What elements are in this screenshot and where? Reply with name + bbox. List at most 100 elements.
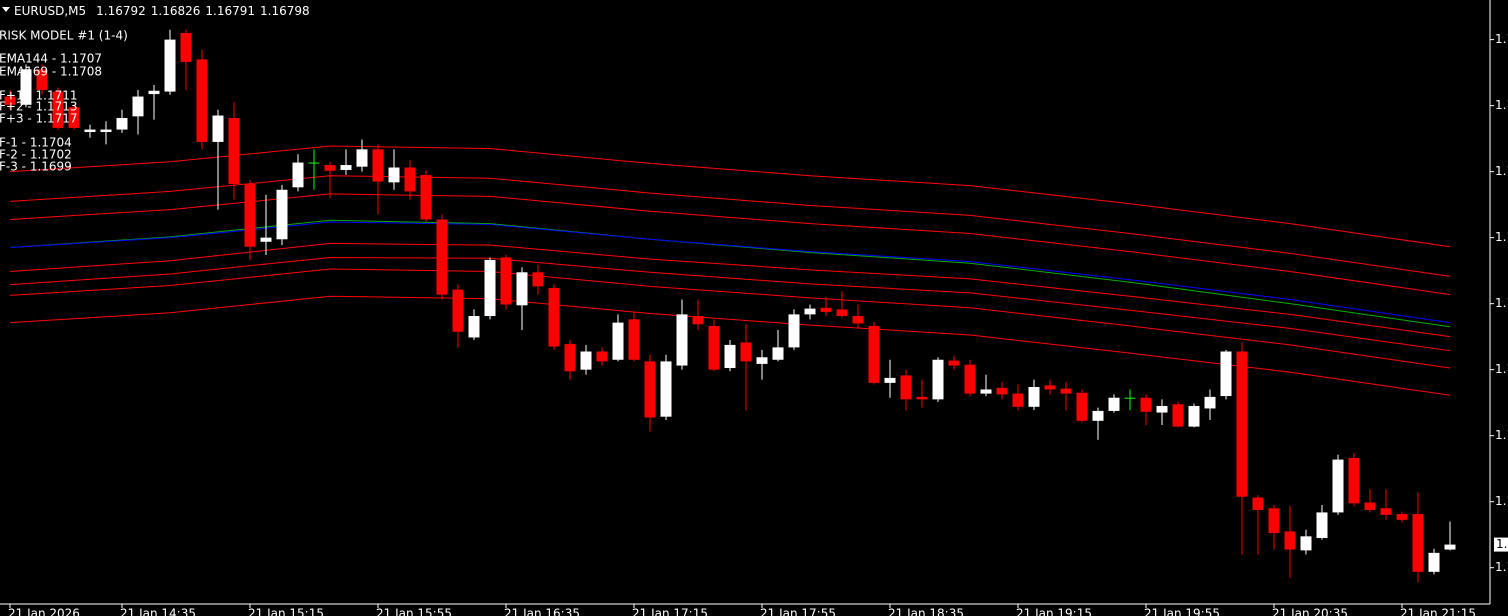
- candle-body: [948, 360, 960, 366]
- candle-body: [900, 375, 912, 400]
- indicator-line: [9, 268, 1451, 369]
- indicator-annotation: EMA144 - 1.1707: [0, 52, 102, 66]
- candle-body: [180, 33, 192, 62]
- candle-body: [260, 237, 272, 242]
- candle-body: [740, 342, 752, 362]
- y-tick-label: 1.1741: [1495, 32, 1508, 46]
- header-high: 1.16826: [151, 4, 201, 18]
- candle-body: [276, 189, 288, 240]
- candle-body: [788, 314, 800, 348]
- symbol: EURUSD,M5: [14, 4, 86, 18]
- x-tick-label: 21 Jan 17:15: [632, 607, 708, 616]
- candle-body: [612, 322, 624, 360]
- candle-body: [36, 69, 48, 90]
- y-tick-label: 1.1693: [1495, 428, 1508, 442]
- current-price-label: 1.16798: [1496, 537, 1508, 551]
- header-open: 1.16792: [96, 4, 146, 18]
- candle-body: [500, 257, 512, 305]
- x-tick-label: 21 Jan 19:55: [1144, 607, 1220, 616]
- candle-body: [1268, 508, 1280, 534]
- candle-body: [932, 359, 944, 400]
- candle-body: [1044, 385, 1056, 390]
- candle-body: [308, 162, 320, 164]
- indicator-annotation: F-1 - 1.1704: [0, 136, 72, 150]
- candle-body: [644, 361, 656, 418]
- candle-body: [404, 167, 416, 192]
- candle-body: [356, 149, 368, 167]
- candle-body: [324, 165, 336, 171]
- candle-body: [1252, 497, 1264, 510]
- candle-body: [388, 167, 400, 183]
- candle-body: [820, 307, 832, 312]
- indicator-annotation: F+3 - 1.1717: [0, 112, 78, 126]
- candle-body: [724, 344, 736, 369]
- current-price-box: [1494, 537, 1508, 552]
- indicator-line: [9, 256, 1451, 352]
- candle-body: [1444, 544, 1456, 550]
- candle-body: [804, 308, 816, 315]
- x-tick-label: 21 Jan 17:55: [760, 607, 836, 616]
- candle-body: [1092, 410, 1104, 421]
- candle-body: [836, 309, 848, 317]
- candle-body: [1124, 397, 1136, 399]
- x-tick-label: 21 Jan 18:35: [888, 607, 964, 616]
- candle-body: [708, 325, 720, 370]
- candle-body: [1236, 351, 1248, 497]
- candle-body: [148, 90, 160, 95]
- x-tick-label: 21 Jan 14:35: [120, 607, 196, 616]
- candle-body: [1348, 457, 1360, 504]
- candle-body: [1028, 386, 1040, 407]
- candle-body: [692, 316, 704, 325]
- candle-body: [52, 91, 64, 128]
- candle-body: [340, 165, 352, 170]
- candle-body: [196, 59, 208, 142]
- candle-body: [852, 316, 864, 324]
- y-tick-label: 1.1717: [1495, 230, 1508, 244]
- candle-body: [84, 129, 96, 133]
- candle-body: [964, 364, 976, 394]
- candle-body: [1380, 508, 1392, 515]
- candle-body: [516, 272, 528, 306]
- x-tick-label: 21 Jan 16:35: [504, 607, 580, 616]
- indicator-line: [9, 242, 1451, 338]
- indicator-annotation: RISK MODEL #1 (1-4): [0, 29, 128, 43]
- indicator-annotation: F+2 - 1.1713: [0, 100, 78, 114]
- candle-body: [1428, 552, 1440, 572]
- candle-body: [1172, 404, 1184, 427]
- x-tick-label: 21 Jan 19:15: [1016, 607, 1092, 616]
- candle-body: [1076, 392, 1088, 421]
- x-tick-label: 21 Jan 15:55: [376, 607, 452, 616]
- candle-body: [884, 377, 896, 383]
- y-tick-label: 1.1685: [1495, 494, 1508, 508]
- candle-body: [4, 96, 16, 105]
- candle-body: [20, 69, 32, 105]
- candle-body: [676, 314, 688, 366]
- candle-body: [1012, 393, 1024, 407]
- candle-body: [756, 357, 768, 364]
- candle-body: [292, 162, 304, 188]
- candle-body: [1396, 514, 1408, 520]
- y-tick-label: 1.1709: [1495, 296, 1508, 310]
- candle-body: [772, 347, 784, 360]
- candle-body: [116, 117, 128, 130]
- indicator-line: [9, 175, 1451, 277]
- candle-body: [132, 96, 144, 117]
- candle-body: [164, 39, 176, 92]
- candle-body: [660, 361, 672, 417]
- y-tick-label: 1.1677: [1495, 560, 1508, 574]
- x-tick-label: 21 Jan 21:15: [1400, 607, 1476, 616]
- candle-body: [1332, 459, 1344, 513]
- candle-body: [1220, 351, 1232, 397]
- menu-triangle[interactable]: [2, 7, 10, 12]
- candle-body: [980, 389, 992, 394]
- indicator-annotation: F-2 - 1.1702: [0, 148, 72, 162]
- indicator-line: [9, 219, 1451, 328]
- candle-body: [468, 316, 480, 338]
- header-close: 1.16798: [260, 4, 310, 18]
- candle-body: [628, 319, 640, 360]
- info-text: EURUSD,M5 1.16792 1.16826 1.16791 1.16798 RI…: [0, 4, 310, 174]
- candle-body: [1412, 514, 1424, 572]
- candle-body: [436, 219, 448, 295]
- candle-body: [868, 325, 880, 383]
